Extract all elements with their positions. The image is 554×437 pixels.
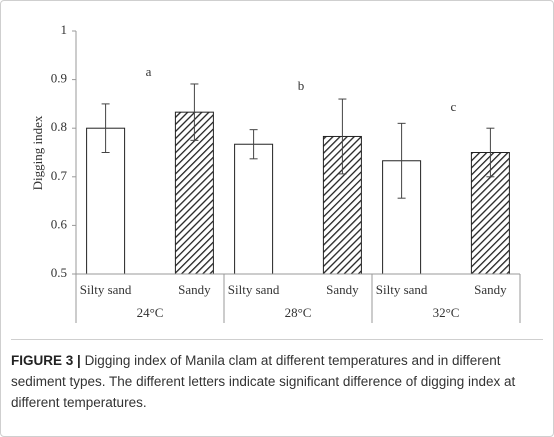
x-subcategory-label: Silty sand (80, 282, 132, 297)
y-tick-label: 0.5 (51, 265, 67, 280)
annotation: a (146, 64, 152, 79)
caption-label: FIGURE 3 | (11, 353, 81, 368)
x-subcategory-label: Silty sand (376, 282, 428, 297)
y-tick-label: 0.8 (51, 119, 67, 134)
x-subcategory-label: Sandy (178, 282, 211, 297)
y-tick-label: 0.7 (51, 168, 68, 183)
x-tick-label: 24°C (137, 305, 164, 320)
annotation: c (451, 99, 457, 114)
bar (234, 143, 274, 275)
y-axis-label: Digging index (30, 115, 45, 190)
annotation: b (298, 78, 305, 93)
x-subcategory-label: Sandy (326, 282, 359, 297)
x-subcategory-label: Sandy (474, 282, 507, 297)
x-subcategory-label: Silty sand (228, 282, 280, 297)
caption-text: Digging index of Manila clam at differen… (11, 353, 516, 410)
caption: FIGURE 3 | Digging index of Manila clam … (11, 339, 543, 413)
y-tick-label: 1 (61, 22, 68, 37)
y-tick-label: 0.6 (51, 216, 68, 231)
y-tick-label: 0.9 (51, 71, 67, 86)
x-tick-label: 28°C (285, 305, 312, 320)
x-tick-label: 32°C (433, 305, 460, 320)
chart: Digging index 0.5 0.6 0.7 0.8 0.9 1 Silty sand… (30, 22, 521, 323)
